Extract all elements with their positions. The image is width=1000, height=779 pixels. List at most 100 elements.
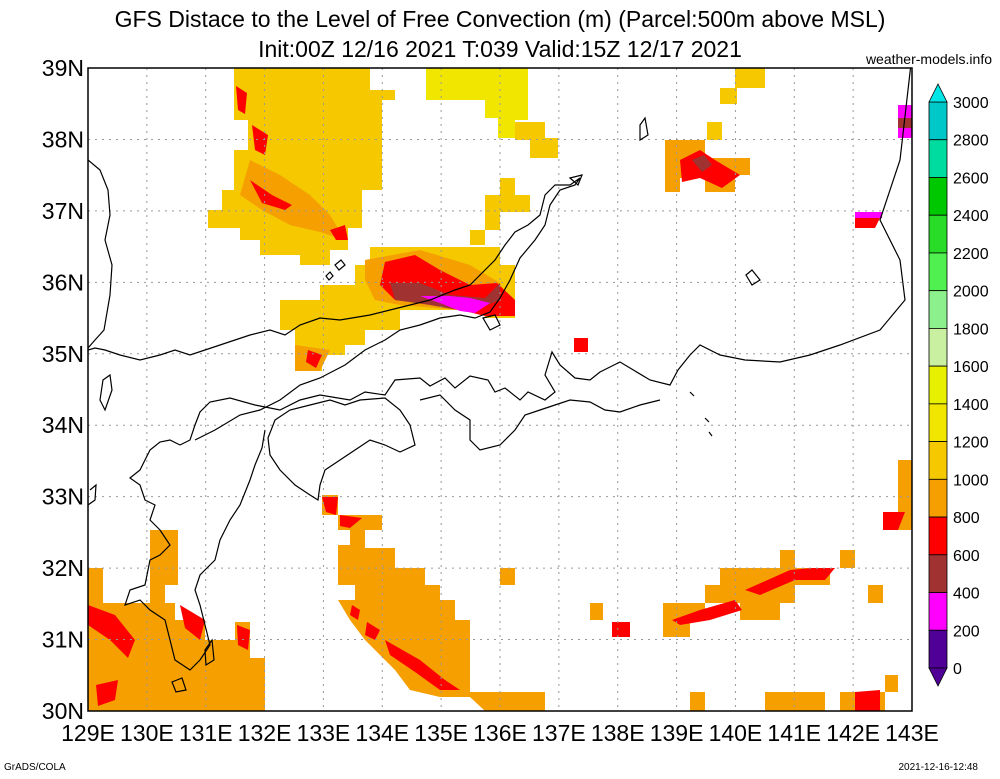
colorbar-bottom-arrow [928,667,948,687]
colorbar-swatch [928,592,948,631]
field-yellow-top4 [735,68,765,88]
colorbar-label: 2000 [953,284,989,301]
colorbar-swatch [928,327,948,367]
lat-tick-label: 38N [42,126,84,152]
colorbar-label: 3000 [953,95,989,112]
colorbar-label: 2600 [953,170,989,187]
lon-tick-label: 129E [61,720,115,746]
colorbar-top-arrow [928,83,948,103]
lon-tick-label: 134E [355,720,409,746]
field-orange-north [240,160,345,240]
colorbar-swatch [928,290,948,329]
field-red-sc5 [365,622,380,640]
field-red-e2 [855,218,880,228]
lon-tick-label: 139E [650,720,704,746]
colorbar-label: 2200 [953,246,989,263]
field-orange-se3 [590,603,603,620]
colorbar-label: 1200 [953,435,989,452]
colorbar-swatch [928,252,948,292]
lat-tick-label: 32N [42,555,84,581]
colorbar-swatch [928,139,948,178]
footer-software: GrADS/COLA [4,762,66,773]
coastlines [88,68,912,693]
field-red-north4 [330,225,348,240]
lon-tick-label: 137E [532,720,586,746]
field-red-sc4 [350,605,360,620]
colorbar-label: 1400 [953,397,989,414]
colorbar-label: 1000 [953,472,989,489]
field-red-sw1 [88,605,135,658]
lat-tick-label: 33N [42,484,84,510]
field-orange-sw [88,568,265,711]
field-red-se2 [745,568,835,595]
field-red-sw3 [180,605,205,640]
field-magenta-e2 [855,212,882,218]
lon-tick-label: 133E [297,720,351,746]
field-yellow-top5 [720,88,737,104]
field-red-bottom [855,690,880,711]
lon-tick-label: 131E [179,720,233,746]
chart-subtitle: Init:00Z 12/16 2021 T:039 Valid:15Z 12/1… [258,36,742,62]
lon-tick-label: 140E [709,720,763,746]
lat-tick-label: 31N [42,627,84,653]
field-orange-sc [322,495,545,711]
colorbar-swatch [928,478,948,518]
colorbar-swatch [928,214,948,254]
field-orange-sc2 [500,568,515,585]
lon-tick-label: 136E [473,720,527,746]
lfc-field [88,68,912,711]
field-brown-east [898,118,912,128]
field-red-north2 [250,180,292,210]
field-red-se3 [612,622,630,637]
field-yellow-top6 [707,122,722,140]
colorbar-label: 400 [953,586,980,603]
colorbar-swatch [928,403,948,443]
colorbar-label: 200 [953,623,980,640]
lon-tick-label: 143E [885,720,939,746]
field-red-north3 [236,86,247,114]
field-red-sc1 [322,497,338,515]
lon-tick-label: 141E [767,720,821,746]
field-red-se5 [883,512,905,530]
lat-axis: 39N 38N 37N 36N 35N 34N 33N 32N 31N 30N [42,55,84,724]
field-red-se1 [672,600,742,625]
lat-tick-label: 30N [42,698,84,724]
colorbar-swatch [928,516,948,556]
lat-tick-label: 37N [42,198,84,224]
field-yellow-top3 [515,122,558,158]
footer-timestamp: 2021-12-16-12:48 [898,762,978,773]
colorbar-swatch [928,177,948,216]
colorbar-swatch [928,554,948,593]
field-yellow-top2 [426,68,528,138]
colorbar-label: 2800 [953,133,989,150]
field-red-sc2 [340,515,362,528]
lon-tick-label: 142E [826,720,880,746]
colorbar-label: 600 [953,548,980,565]
colorbar-label: 2400 [953,208,989,225]
lon-axis: 129E 130E 131E 132E 133E 134E 135E 136E 137E 138E… [61,720,939,746]
field-magenta-36 [420,296,490,313]
lon-tick-label: 135E [414,720,468,746]
lat-tick-label: 35N [42,341,84,367]
colorbar-swatch [928,101,948,141]
field-red-sw5 [237,625,250,650]
chart-title: GFS Distace to the Level of Free Convect… [114,6,886,32]
colorbar-swatch [928,441,948,480]
lon-tick-label: 130E [120,720,174,746]
colorbar-swatch [928,365,948,405]
map-frame [87,67,913,712]
colorbar-label: 800 [953,510,980,527]
field-brown-38 [692,155,712,172]
colorbar-label: 1800 [953,321,989,338]
field-orange-se4 [868,585,883,603]
field-yellow-north [208,68,395,265]
field-orange-kyushu [150,530,178,585]
colorbar-label: 0 [953,661,962,678]
lat-tick-label: 34N [42,412,84,438]
map-gridlines [88,68,912,711]
colorbar: 3000280026002400220020001800160014001200… [928,83,989,687]
field-brown-35 [574,338,588,352]
lat-tick-label: 39N [42,55,84,81]
colorbar-label: 1600 [953,359,989,376]
